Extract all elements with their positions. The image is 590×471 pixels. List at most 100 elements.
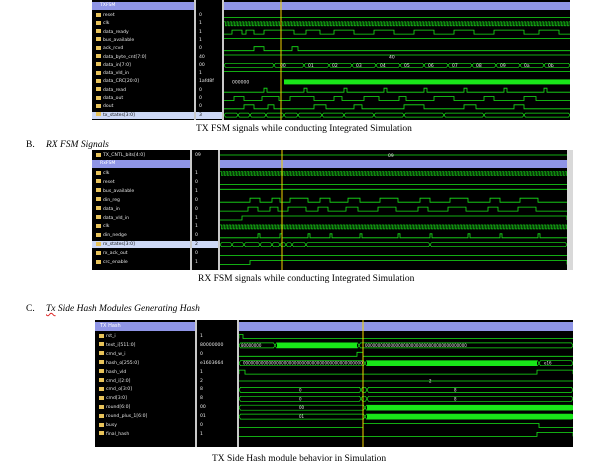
- signal-row[interactable]: tx_states[3:0]: [92, 111, 194, 119]
- hash-group-header[interactable]: TX Hash: [95, 322, 195, 331]
- signal-row[interactable]: ack_rcvd: [92, 45, 194, 52]
- signal-row[interactable]: data_in[7:0]: [92, 62, 194, 69]
- signal-row[interactable]: bus_available: [92, 188, 190, 195]
- bus-segment: [271, 242, 281, 248]
- bus-value-label: 08: [476, 63, 482, 69]
- signal-row[interactable]: hash_vld: [95, 369, 195, 376]
- signal-icon: [99, 431, 104, 436]
- signal-row[interactable]: final_hash: [95, 431, 195, 438]
- bus-value-label: 09: [388, 153, 394, 159]
- tx-wave-area[interactable]: 40 00 01 02 03 04 05 06 07 08 09 0a 0b 000000: [224, 0, 570, 120]
- digital-wave: [239, 423, 573, 428]
- digital-wave: [220, 215, 567, 221]
- signal-row[interactable]: data_ready: [92, 29, 194, 36]
- signal-icon: [96, 241, 101, 246]
- signal-name: data_ready: [103, 29, 129, 35]
- signal-row[interactable]: dout: [92, 103, 194, 110]
- bus-value-label: 05: [404, 63, 410, 69]
- bus-value-label: 01: [308, 63, 314, 69]
- signal-row[interactable]: text_i[511:0]: [95, 342, 195, 349]
- signal-row[interactable]: rx_states[3:0]: [92, 241, 190, 249]
- solid-band: [367, 360, 537, 366]
- hash-caption: TX Side Hash module behavior in Simulati…: [212, 454, 387, 464]
- signal-name: data_vld_in: [103, 71, 130, 77]
- digital-wave: [239, 334, 573, 339]
- signal-row[interactable]: data_read: [92, 87, 194, 94]
- signal-row[interactable]: hash_o[255:0]: [95, 360, 195, 367]
- signal-name: tx_states[3:0]: [103, 112, 135, 118]
- signal-row[interactable]: data_in: [92, 206, 190, 213]
- signal-row[interactable]: clk: [92, 170, 190, 177]
- signal-value: 1: [199, 37, 202, 43]
- signal-name: reset: [103, 13, 115, 18]
- bus-segment: [220, 242, 233, 248]
- signal-name: busy: [106, 423, 117, 428]
- signal-icon: [96, 259, 101, 264]
- bus-value-label: e16: [544, 361, 552, 366]
- signal-row[interactable]: reset: [92, 12, 194, 19]
- signal-row[interactable]: data_vld_in: [92, 70, 194, 77]
- signal-row[interactable]: rst_i: [95, 333, 195, 340]
- signal-row[interactable]: data_out: [92, 95, 194, 102]
- tx-group-header[interactable]: TXFSM: [92, 2, 194, 10]
- bus-icon: [96, 152, 101, 157]
- signal-icon: [96, 62, 101, 67]
- bus-value-label: 40: [389, 55, 395, 61]
- signal-row[interactable]: din_nedge: [92, 232, 190, 239]
- rx-heading-title: RX FSM Signals: [46, 140, 109, 150]
- signal-row[interactable]: din_reg: [92, 197, 190, 204]
- bus-segment: [231, 242, 245, 248]
- hash-group-header-label: TX Hash: [100, 323, 121, 329]
- signal-name: crc_enable: [103, 260, 128, 265]
- bus-segment: [297, 112, 323, 118]
- signal-row[interactable]: data_byte_cnt[7:0]: [92, 54, 194, 61]
- signal-value: 80000000: [200, 342, 224, 348]
- signal-value: 0: [195, 179, 198, 185]
- digital-wave: [220, 197, 567, 203]
- rx-group-header[interactable]: RxFSM: [92, 160, 190, 168]
- signal-row[interactable]: clk: [92, 223, 190, 230]
- signal-row[interactable]: cmd_w_i: [95, 351, 195, 358]
- signal-row[interactable]: cmd_i[2:0]: [95, 378, 195, 385]
- signal-row[interactable]: data_vld_in: [92, 215, 190, 222]
- signal-row[interactable]: crc_enable: [92, 259, 190, 266]
- signal-row[interactable]: rx_ack_out: [92, 250, 190, 257]
- bus-segment: [523, 112, 570, 118]
- bus-segment: [358, 342, 573, 349]
- signal-name: cmd_o[3:0]: [106, 387, 133, 393]
- digital-wave: [220, 206, 567, 212]
- signal-row[interactable]: round_plus_1[6:0]: [95, 413, 195, 420]
- signal-icon: [96, 197, 101, 202]
- signal-row[interactable]: busy: [95, 422, 195, 429]
- signal-icon: [96, 206, 101, 211]
- signal-row[interactable]: clk: [92, 20, 194, 27]
- rx-vertical-scrollbar[interactable]: [567, 150, 573, 270]
- signal-icon: [96, 250, 101, 255]
- signal-row[interactable]: reset: [92, 179, 190, 186]
- signal-icon: [99, 413, 104, 418]
- signal-row[interactable]: round[6:0]: [95, 404, 195, 411]
- signal-value: 0: [200, 423, 203, 428]
- signal-row[interactable]: cmd[3:0]: [95, 395, 195, 402]
- tx-signal-names: TXFSM reset clk data_ready bus_available ack…: [92, 0, 194, 120]
- signal-name: data_read: [103, 87, 126, 93]
- rx-wave-area[interactable]: 09: [220, 150, 567, 270]
- signal-icon: [99, 360, 104, 365]
- bus-value-label: 00: [299, 405, 305, 410]
- signal-value: 2: [192, 241, 218, 249]
- bus-value-label: 00: [280, 63, 286, 69]
- rx-top-signal[interactable]: TX_CNTL_bits[4:0]: [92, 152, 190, 159]
- signal-row[interactable]: data_CRC[20:0]: [92, 78, 194, 85]
- signal-row[interactable]: bus_available: [92, 37, 194, 44]
- signal-value: 1: [200, 431, 203, 437]
- hash-wave-area[interactable]: 80000000 00000000000000000000000000000000…: [239, 320, 573, 447]
- signal-icon: [96, 29, 101, 34]
- signal-icon: [96, 223, 101, 228]
- signal-row[interactable]: cmd_o[3:0]: [95, 386, 195, 393]
- bus-value-label: 03: [356, 63, 362, 69]
- signal-value: 0: [199, 13, 202, 18]
- signal-value: e1603664: [200, 360, 224, 366]
- bus-segment: [285, 242, 293, 248]
- hash-signal-values: 1 80000000 0 e1603664 1 2 8 8 00 01 0 1: [195, 320, 239, 447]
- bus-segment: [279, 242, 287, 248]
